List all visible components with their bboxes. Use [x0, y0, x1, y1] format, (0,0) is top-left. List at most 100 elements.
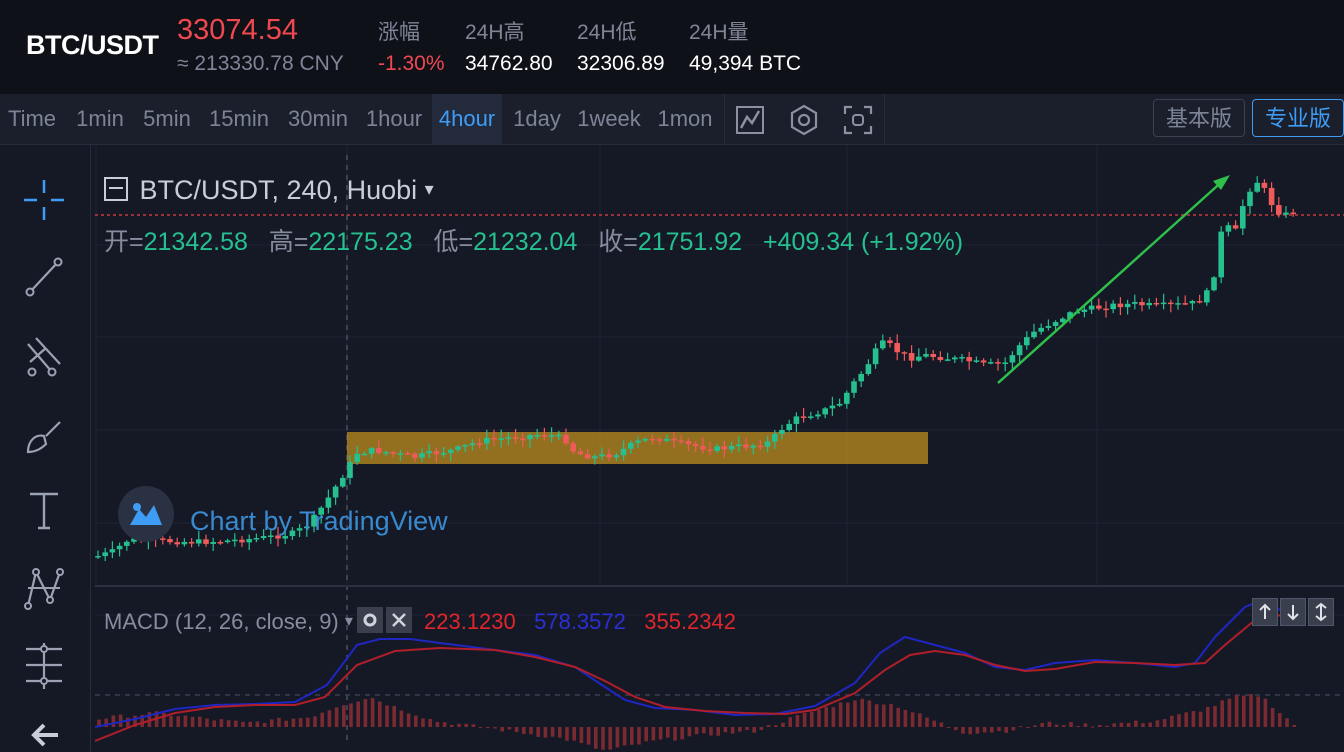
candle-body [1261, 182, 1268, 188]
macd-dropdown-icon[interactable]: ▾ [344, 613, 353, 630]
candle-body [296, 528, 303, 531]
histogram-bar [1040, 722, 1044, 727]
histogram-bar [1227, 698, 1232, 727]
candle-body [354, 453, 360, 463]
candlestick-chart[interactable] [95, 145, 1344, 752]
tf-1week[interactable]: 1week [577, 106, 641, 131]
histogram-bar [1090, 726, 1095, 728]
candle-body [721, 446, 728, 450]
histogram-bar [716, 727, 720, 736]
histogram-bar [637, 727, 641, 745]
brush-icon[interactable] [18, 410, 70, 462]
indicator-icon[interactable] [728, 100, 772, 140]
histogram-bar [1126, 723, 1131, 727]
tf-30min[interactable]: 30min [288, 106, 348, 131]
candle-body [606, 454, 612, 458]
histogram-bar [190, 716, 195, 727]
candle-body [527, 435, 533, 440]
candle-body [664, 438, 670, 441]
candle-body [685, 441, 692, 445]
tf-4hour[interactable]: 4hour [432, 94, 502, 144]
candle-body [462, 445, 468, 447]
fullscreen-icon[interactable] [836, 100, 880, 140]
candle-body [959, 357, 965, 359]
histogram-bar [738, 727, 742, 732]
toolbar-divider [884, 94, 885, 144]
candle-body [469, 443, 476, 446]
pane-move-up-icon[interactable] [1252, 598, 1278, 626]
chart-symbol-legend[interactable]: BTC/USDT, 240, Huobi ▾ [104, 175, 434, 206]
candle-body [599, 454, 605, 457]
pitchfork-icon[interactable] [18, 330, 70, 382]
histogram-bar [522, 727, 526, 735]
candle-body [822, 408, 828, 415]
trend-line-icon[interactable] [18, 250, 70, 302]
tf-time[interactable]: Time [7, 106, 57, 131]
candle-body [95, 556, 101, 558]
change-value: +409.34 (+1.92%) [762, 228, 964, 256]
legend-dropdown-icon[interactable]: ▾ [424, 179, 434, 199]
candle-body [102, 552, 108, 557]
histogram-bar [291, 718, 296, 727]
candle-body [124, 541, 130, 546]
candle-body [772, 433, 778, 442]
tf-1day[interactable]: 1day [513, 106, 561, 131]
histogram-bar [147, 712, 152, 727]
histogram-bar [270, 719, 274, 727]
basic-version-button[interactable]: 基本版 [1153, 99, 1245, 137]
candle-body [1218, 231, 1224, 278]
candle-body [1182, 303, 1188, 305]
pane-move-down-icon[interactable] [1280, 598, 1306, 626]
histogram-bar [1033, 725, 1037, 727]
candle-body [815, 414, 821, 417]
pro-version-button[interactable]: 专业版 [1252, 99, 1344, 137]
candle-body [1196, 301, 1203, 303]
histogram-bar [450, 724, 454, 727]
histogram-bar [406, 713, 411, 727]
collapse-legend-icon[interactable] [104, 177, 128, 201]
candle-body [1002, 362, 1008, 365]
histogram-bar [1011, 727, 1016, 731]
macd-legend-label[interactable]: MACD (12, 26, close, 9) ▾ [104, 609, 353, 635]
histogram-bar [1162, 719, 1167, 727]
signal-line [95, 613, 1296, 742]
histogram-bar [874, 704, 879, 727]
histogram-bar [1234, 695, 1239, 727]
back-arrow-icon[interactable] [18, 718, 70, 752]
tf-15min[interactable]: 15min [209, 106, 269, 131]
tf-1mon[interactable]: 1mon [657, 106, 713, 131]
candle-body [779, 429, 785, 434]
candle-body [1175, 303, 1181, 305]
measure-icon[interactable] [18, 640, 70, 692]
candle-body [592, 456, 598, 459]
macd-value-1: 223.1230 [424, 609, 516, 634]
crosshair-icon[interactable] [18, 174, 70, 226]
candle-body [383, 452, 389, 454]
settings-hex-icon[interactable] [782, 100, 826, 140]
tf-1hour[interactable]: 1hour [365, 106, 423, 131]
macd-close-icon[interactable] [386, 607, 412, 633]
candle-body [894, 343, 900, 353]
macd-settings-icon[interactable] [357, 607, 383, 633]
candle-body [520, 438, 526, 441]
text-icon[interactable] [18, 484, 70, 536]
histogram-bar [680, 727, 684, 740]
tf-5min[interactable]: 5min [143, 106, 191, 131]
candle-body [404, 453, 411, 455]
histogram-bar [1047, 721, 1052, 727]
histogram-bar [774, 725, 778, 727]
candle-body [1160, 302, 1167, 305]
candle-body [232, 539, 238, 542]
tf-1min[interactable]: 1min [76, 106, 124, 131]
candle-body [426, 451, 432, 454]
histogram-bar [752, 727, 756, 733]
candle-body [800, 416, 807, 418]
candle-body [923, 354, 929, 357]
pane-maximize-icon[interactable] [1308, 598, 1334, 626]
candle-body [980, 360, 987, 363]
candle-body [635, 440, 641, 443]
candle-body [1283, 212, 1289, 215]
histogram-bar [169, 715, 173, 727]
histogram-bar [414, 715, 418, 727]
pattern-icon[interactable] [18, 562, 70, 614]
